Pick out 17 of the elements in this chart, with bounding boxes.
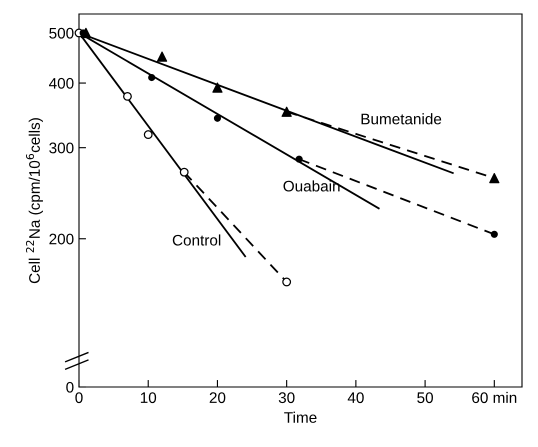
x-tick-label: 0: [75, 392, 83, 404]
y-tick-label: 0: [66, 382, 74, 393]
y-axis-title: Cell $^{22}$Na (cpm/10$^{6}$cells): [26, 118, 43, 284]
series-label: Ouabain: [284, 180, 340, 192]
y-tick-label: 200: [49, 234, 74, 244]
x-tick-label: 60 min: [472, 392, 516, 404]
series-label: Control: [172, 234, 220, 246]
x-tick-label: 30: [278, 392, 295, 404]
y-tick-label: 500: [49, 28, 74, 39]
x-tick-label: 10: [140, 392, 156, 404]
x-axis-title: Time: [284, 412, 317, 423]
y-tick-label: 300: [49, 142, 74, 154]
x-tick-label: 20: [210, 392, 226, 404]
y-tick-label: 400: [49, 78, 74, 89]
series-label: Bumetanide: [362, 113, 442, 124]
x-tick-label: 40: [348, 392, 364, 404]
x-tick-label: 50: [417, 392, 433, 404]
